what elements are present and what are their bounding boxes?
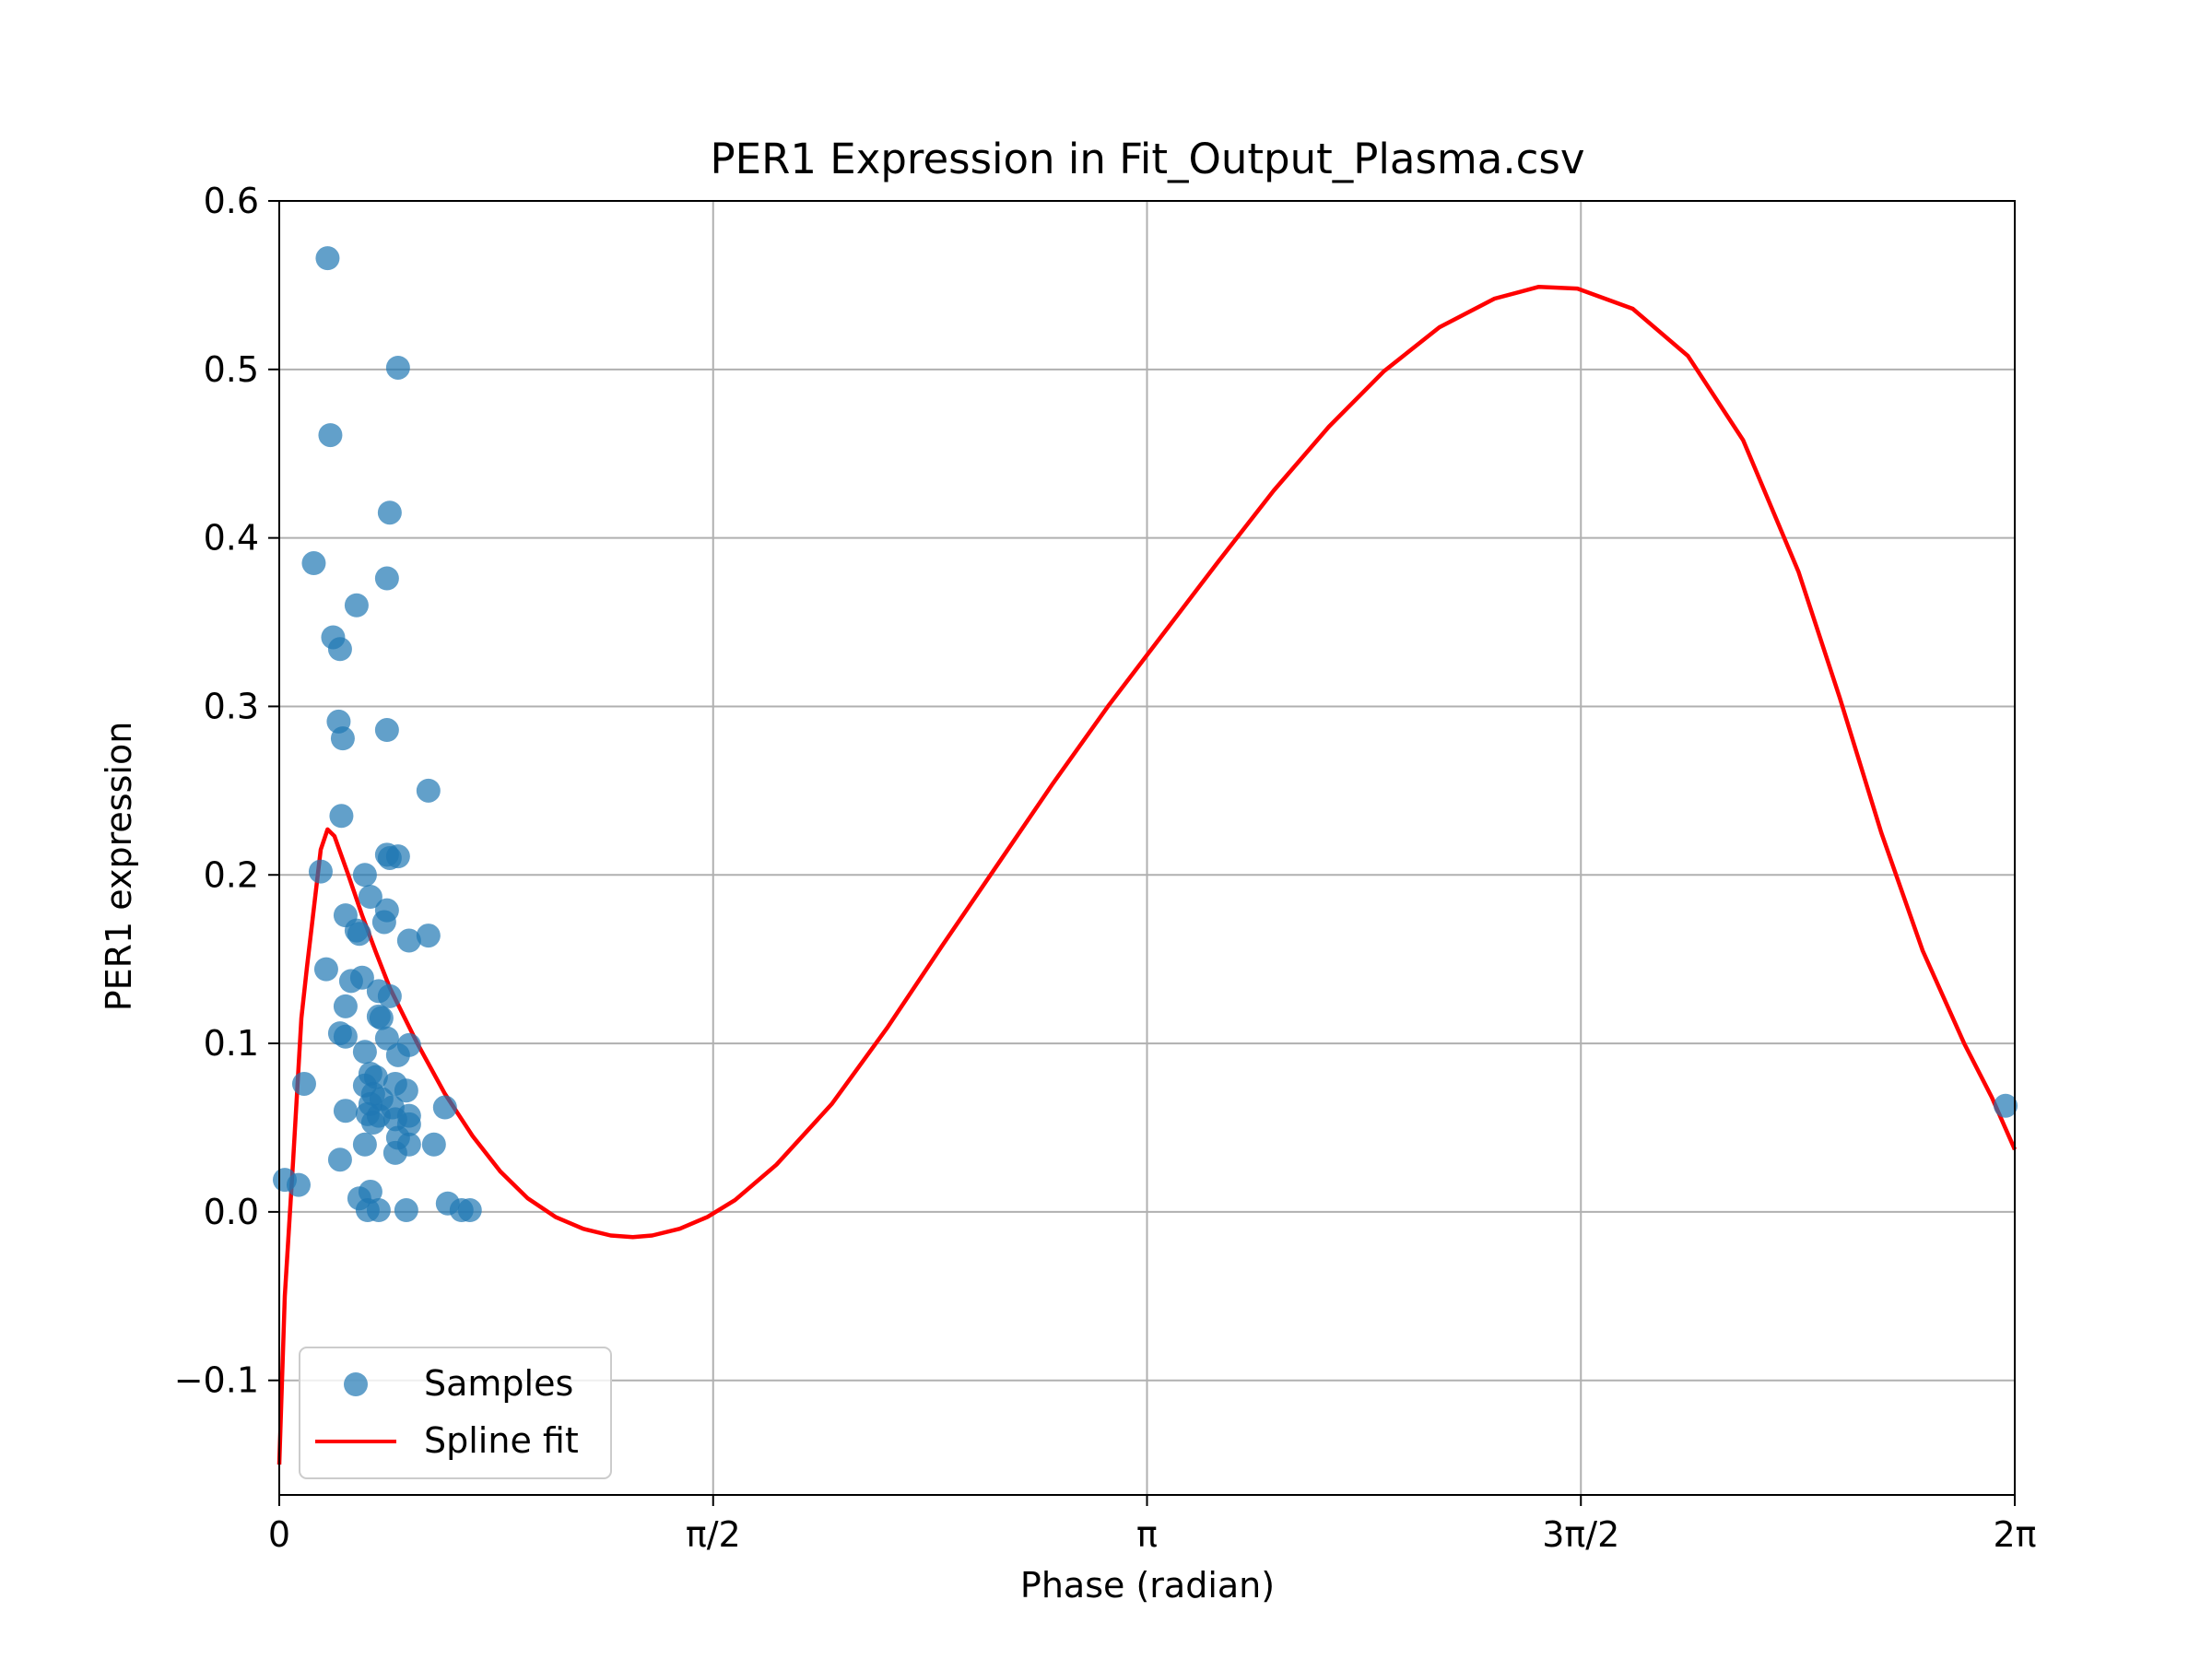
y-tick-label: 0.2	[204, 854, 259, 895]
sample-point	[333, 994, 358, 1018]
sample-point	[385, 355, 410, 380]
sample-point	[416, 924, 441, 948]
y-tick-label: −0.1	[174, 1360, 259, 1401]
sample-point	[344, 593, 369, 618]
sample-point	[318, 423, 343, 448]
sample-point	[377, 845, 402, 870]
x-axis-ticks: 0 π/2 π 3π/2 2π	[268, 1495, 2037, 1555]
sample-point	[396, 928, 421, 953]
sample-point	[338, 969, 363, 994]
sample-point	[315, 246, 340, 271]
sample-point	[301, 551, 326, 576]
legend: Samples Spline fit	[299, 1347, 612, 1479]
sample-point	[374, 718, 399, 743]
sample-point	[360, 1110, 385, 1135]
samples-layer	[272, 246, 2018, 1223]
sample-point	[421, 1132, 446, 1157]
x-tick-label: 2π	[1993, 1514, 2036, 1555]
y-tick-label: 0.0	[204, 1192, 259, 1232]
y-axis-label: PER1 expression	[99, 722, 139, 1012]
sample-point	[313, 957, 338, 982]
sample-point	[377, 983, 402, 1008]
y-tick-label: 0.4	[204, 518, 259, 559]
sample-point	[432, 1095, 457, 1120]
legend-marker-samples	[344, 1372, 368, 1396]
legend-box	[299, 1347, 612, 1479]
sample-point	[347, 922, 371, 947]
sample-point	[1994, 1093, 2018, 1118]
sample-point	[329, 804, 354, 829]
x-axis-label: Phase (radian)	[1020, 1565, 1275, 1606]
sample-point	[352, 1132, 377, 1157]
sample-point	[374, 566, 399, 591]
sample-point	[385, 1042, 410, 1067]
sample-point	[352, 863, 377, 888]
sample-point	[286, 1172, 311, 1197]
sample-point	[394, 1198, 418, 1223]
sample-point	[333, 1099, 358, 1124]
x-tick-label: 3π/2	[1542, 1514, 1619, 1555]
y-tick-label: 0.1	[204, 1023, 259, 1064]
sample-point	[358, 885, 382, 910]
y-tick-label: 0.6	[204, 181, 259, 221]
sample-point	[327, 1147, 352, 1172]
sample-point	[308, 859, 333, 884]
sample-point	[394, 1078, 418, 1103]
sample-point	[457, 1198, 482, 1223]
sample-point	[352, 1040, 377, 1065]
sample-point	[333, 1024, 358, 1049]
sample-point	[371, 910, 396, 935]
y-tick-label: 0.3	[204, 686, 259, 726]
spline-fit-line	[276, 284, 2018, 1465]
sample-point	[366, 1198, 391, 1223]
spline-fit-layer	[276, 284, 2018, 1465]
legend-label-samples: Samples	[424, 1363, 573, 1404]
y-axis-ticks: −0.1 0.0 0.1 0.2 0.3 0.4 0.5 0.6	[174, 181, 279, 1401]
x-tick-label: 0	[268, 1514, 290, 1555]
y-tick-label: 0.5	[204, 349, 259, 390]
x-tick-label: π	[1136, 1514, 1158, 1555]
sample-point	[382, 1140, 407, 1165]
sample-point	[327, 637, 352, 662]
legend-label-spline-fit: Spline fit	[424, 1420, 579, 1461]
sample-point	[369, 1006, 394, 1030]
sample-point	[377, 500, 402, 525]
chart-title: PER1 Expression in Fit_Output_Plasma.csv	[711, 135, 1585, 183]
sample-point	[416, 778, 441, 803]
sample-point	[291, 1071, 316, 1096]
x-tick-label: π/2	[686, 1514, 741, 1555]
sample-point	[330, 726, 355, 751]
